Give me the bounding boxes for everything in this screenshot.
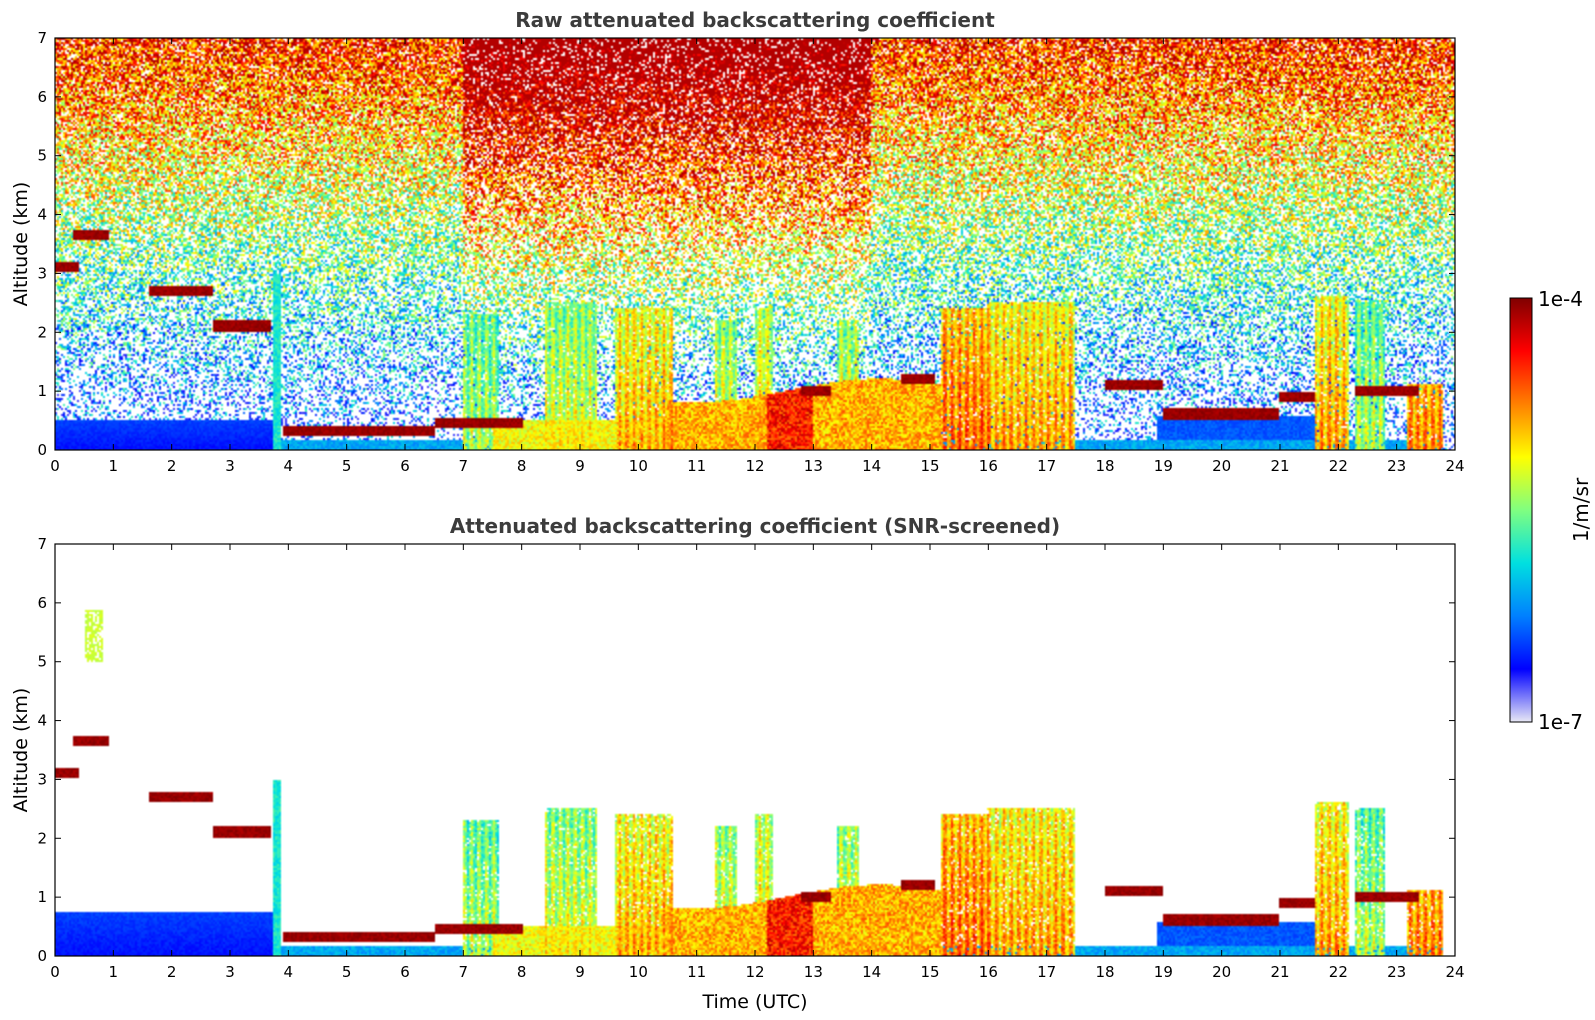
y-tick-label: 2 [37,829,47,847]
x-tick-label: 17 [1037,963,1056,981]
x-tick-label: 3 [225,963,235,981]
x-tick-label: 18 [1095,457,1114,475]
y-tick-label: 4 [37,712,47,730]
y-tick-label: 7 [37,535,47,553]
x-tick-label: 14 [862,457,881,475]
top-chart-title: Raw attenuated backscattering coefficien… [515,8,995,32]
x-tick-label: 17 [1037,457,1056,475]
bottom-heatmap [55,544,1455,956]
bottom-panel: Attenuated backscattering coefficient (S… [10,514,1465,1013]
x-tick-label: 19 [1154,963,1173,981]
top-heatmap [55,38,1455,450]
x-tick-label: 9 [575,457,585,475]
x-tick-label: 20 [1212,457,1231,475]
x-tick-label: 1 [109,963,119,981]
y-tick-label: 4 [37,206,47,224]
x-tick-label: 5 [342,963,352,981]
y-tick-label: 3 [37,264,47,282]
x-tick-label: 21 [1270,963,1289,981]
x-tick-label: 7 [459,457,469,475]
x-tick-label: 10 [629,963,648,981]
y-tick-label: 3 [37,770,47,788]
x-tick-label: 2 [167,457,177,475]
y-tick-label: 1 [37,382,47,400]
x-tick-label: 12 [745,963,764,981]
x-tick-label: 19 [1154,457,1173,475]
x-tick-label: 5 [342,457,352,475]
bottom-y-axis-label: Altitude (km) [10,688,32,813]
y-tick-label: 5 [37,147,47,165]
y-tick-label: 2 [37,323,47,341]
y-tick-label: 7 [37,29,47,47]
x-tick-label: 8 [517,457,527,475]
x-tick-label: 9 [575,963,585,981]
y-tick-label: 6 [37,88,47,106]
x-tick-label: 22 [1329,457,1348,475]
x-tick-label: 24 [1445,963,1464,981]
x-tick-label: 18 [1095,963,1114,981]
x-tick-label: 2 [167,963,177,981]
x-tick-label: 15 [920,457,939,475]
x-tick-label: 13 [804,457,823,475]
top-axis-ticks: 0 1 2 3 4 5 6 7 8 9 10 11 12 13 14 15 16 17 18 19 20 21 22 23 24… [37,29,1464,475]
top-panel: Raw attenuated backscattering coefficien… [10,8,1465,475]
colorbar-gradient [1509,297,1533,723]
x-tick-label: 11 [687,457,706,475]
x-tick-label: 15 [920,963,939,981]
colorbar-min-label: 1e-7 [1538,710,1583,734]
x-tick-label: 22 [1329,963,1348,981]
x-tick-label: 11 [687,963,706,981]
x-tick-label: 13 [804,963,823,981]
colorbar: 1e-4 1e-7 1/m/sr [1509,287,1593,734]
x-tick-label: 6 [400,457,410,475]
bottom-chart-title: Attenuated backscattering coefficient (S… [450,514,1060,538]
top-plot-frame [54,37,1456,451]
x-tick-label: 21 [1270,457,1289,475]
x-tick-label: 0 [50,963,60,981]
y-tick-label: 6 [37,594,47,612]
x-tick-label: 16 [979,457,998,475]
x-tick-label: 4 [284,963,294,981]
x-tick-label: 1 [109,457,119,475]
x-tick-label: 6 [400,963,410,981]
x-tick-label: 16 [979,963,998,981]
y-tick-label: 1 [37,888,47,906]
x-axis-label: Time (UTC) [701,991,807,1013]
x-tick-label: 10 [629,457,648,475]
colorbar-max-label: 1e-4 [1538,287,1583,311]
top-y-axis-label: Altitude (km) [10,182,32,307]
x-tick-label: 23 [1387,963,1406,981]
x-tick-label: 3 [225,457,235,475]
x-tick-label: 24 [1445,457,1464,475]
bottom-plot-frame [54,543,1456,957]
x-tick-label: 14 [862,963,881,981]
colorbar-unit-label: 1/m/sr [1569,477,1593,542]
x-tick-label: 7 [459,963,469,981]
x-tick-label: 8 [517,963,527,981]
x-tick-label: 12 [745,457,764,475]
y-tick-label: 0 [37,441,47,459]
x-tick-label: 23 [1387,457,1406,475]
x-tick-label: 20 [1212,963,1231,981]
x-tick-label: 4 [284,457,294,475]
x-tick-label: 0 [50,457,60,475]
y-tick-label: 0 [37,947,47,965]
y-tick-label: 5 [37,653,47,671]
